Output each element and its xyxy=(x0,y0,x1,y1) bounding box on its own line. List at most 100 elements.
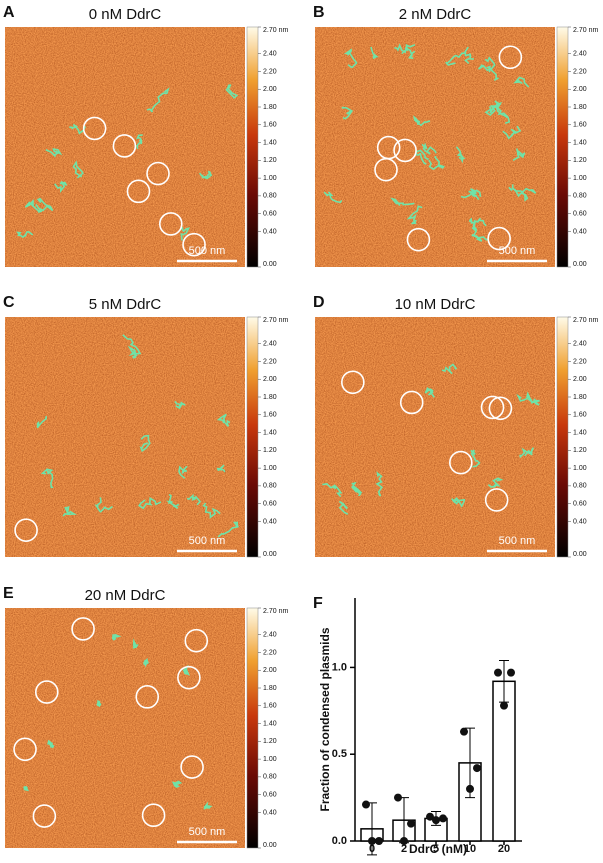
colorbar-label: 2.40 xyxy=(263,341,277,348)
plasmid xyxy=(166,493,180,509)
plasmid xyxy=(174,400,186,410)
afm-image xyxy=(315,317,555,557)
colorbar-label: 0.60 xyxy=(263,211,277,218)
highlight-circle xyxy=(488,396,513,421)
plasmid xyxy=(138,496,162,510)
highlight-circle xyxy=(341,370,365,395)
data-point xyxy=(439,814,447,823)
scale-label: 500 nm xyxy=(189,535,226,547)
colorbar xyxy=(246,607,259,849)
data-point xyxy=(507,668,515,677)
plasmid xyxy=(519,447,535,459)
highlight-circle xyxy=(135,685,160,709)
plasmid xyxy=(406,205,423,225)
colorbar-label: 1.80 xyxy=(573,104,587,111)
highlight-circle xyxy=(480,395,505,420)
plasmid xyxy=(487,477,504,488)
scale-label: 500 nm xyxy=(499,245,536,257)
colorbar-label: 0.00 xyxy=(263,551,277,558)
plasmid xyxy=(464,46,474,65)
colorbar xyxy=(556,26,569,268)
colorbar xyxy=(246,26,259,268)
panel-title: 2 nM DdrC xyxy=(399,6,472,23)
plasmid xyxy=(216,413,231,427)
colorbar-label: 2.40 xyxy=(263,632,277,639)
plasmid xyxy=(394,43,416,54)
colorbar-label: 0.40 xyxy=(573,228,587,235)
data-point xyxy=(432,816,440,825)
highlight-circle xyxy=(484,488,509,512)
colorbar-label: 1.20 xyxy=(573,157,587,164)
colorbar-label: 2.40 xyxy=(573,341,587,348)
plasmid xyxy=(122,334,142,359)
highlight-circle xyxy=(406,227,431,252)
plasmid xyxy=(178,465,188,479)
colorbar-label: 0.00 xyxy=(263,261,277,268)
plasmid xyxy=(451,497,466,508)
y-tick-label: 0.5 xyxy=(332,748,347,760)
colorbar-label: 1.00 xyxy=(263,465,277,472)
plasmid xyxy=(484,56,496,73)
data-point xyxy=(466,784,474,793)
plasmid xyxy=(428,155,445,171)
plasmid xyxy=(477,64,499,81)
data-point xyxy=(394,793,402,802)
colorbar-label: 1.40 xyxy=(573,139,587,146)
y-tick-label: 0.0 xyxy=(332,835,347,847)
colorbar-label: 2.00 xyxy=(573,86,587,93)
colorbar-label: 0.00 xyxy=(263,842,277,849)
colorbar-label: 0.80 xyxy=(263,774,277,781)
data-point xyxy=(494,668,502,677)
colorbar xyxy=(246,316,259,558)
colorbar-label: 0.60 xyxy=(263,501,277,508)
highlight-circle xyxy=(146,161,170,186)
data-point xyxy=(407,819,415,828)
plasmid xyxy=(186,493,202,506)
colorbar-label: 1.80 xyxy=(573,394,587,401)
colorbar-label: 0.40 xyxy=(263,809,277,816)
plasmid xyxy=(512,148,526,161)
afm-image xyxy=(5,608,245,848)
plasmid xyxy=(468,190,480,201)
plasmid xyxy=(421,142,437,155)
colorbar-label: 0.80 xyxy=(573,193,587,200)
plasmid xyxy=(139,434,151,453)
x-tick-label: 5 xyxy=(433,843,439,855)
plasmid xyxy=(198,170,213,180)
data-point xyxy=(400,837,408,845)
colorbar-label: 2.00 xyxy=(263,376,277,383)
colorbar-label: 1.40 xyxy=(263,429,277,436)
colorbar-label: 2.70 nm xyxy=(573,317,598,324)
highlight-circle xyxy=(487,226,511,251)
colorbar-label: 2.70 nm xyxy=(263,27,288,34)
x-tick-label: 10 xyxy=(464,843,476,855)
x-tick-label: 2 xyxy=(401,843,407,855)
plasmid xyxy=(23,786,30,792)
highlight-circle xyxy=(82,116,107,141)
plasmid xyxy=(322,483,343,498)
plasmid xyxy=(202,502,221,519)
y-axis-label: Fraction of condensed plasmids xyxy=(318,627,332,811)
colorbar-label: 2.70 nm xyxy=(263,608,288,615)
highlight-circle xyxy=(180,755,204,779)
plasmid xyxy=(370,46,379,59)
afm-image xyxy=(5,317,245,557)
scale-label: 500 nm xyxy=(189,826,226,838)
plasmid xyxy=(111,633,122,641)
panel-title: 5 nM DdrC xyxy=(89,296,162,313)
colorbar-label: 0.40 xyxy=(573,518,587,525)
plasmid xyxy=(401,46,416,60)
colorbar-label: 2.20 xyxy=(263,68,277,75)
highlight-circle xyxy=(399,390,424,415)
colorbar-label: 1.80 xyxy=(263,104,277,111)
plasmid xyxy=(468,217,480,240)
highlight-circle xyxy=(158,212,183,236)
plasmid xyxy=(508,186,529,202)
colorbar-label: 2.40 xyxy=(573,51,587,58)
plasmid xyxy=(143,658,149,668)
colorbar-label: 0.60 xyxy=(573,501,587,508)
colorbar-label: 1.60 xyxy=(263,703,277,710)
plasmid xyxy=(341,106,354,120)
data-point xyxy=(460,727,468,736)
highlight-circle xyxy=(14,518,38,543)
